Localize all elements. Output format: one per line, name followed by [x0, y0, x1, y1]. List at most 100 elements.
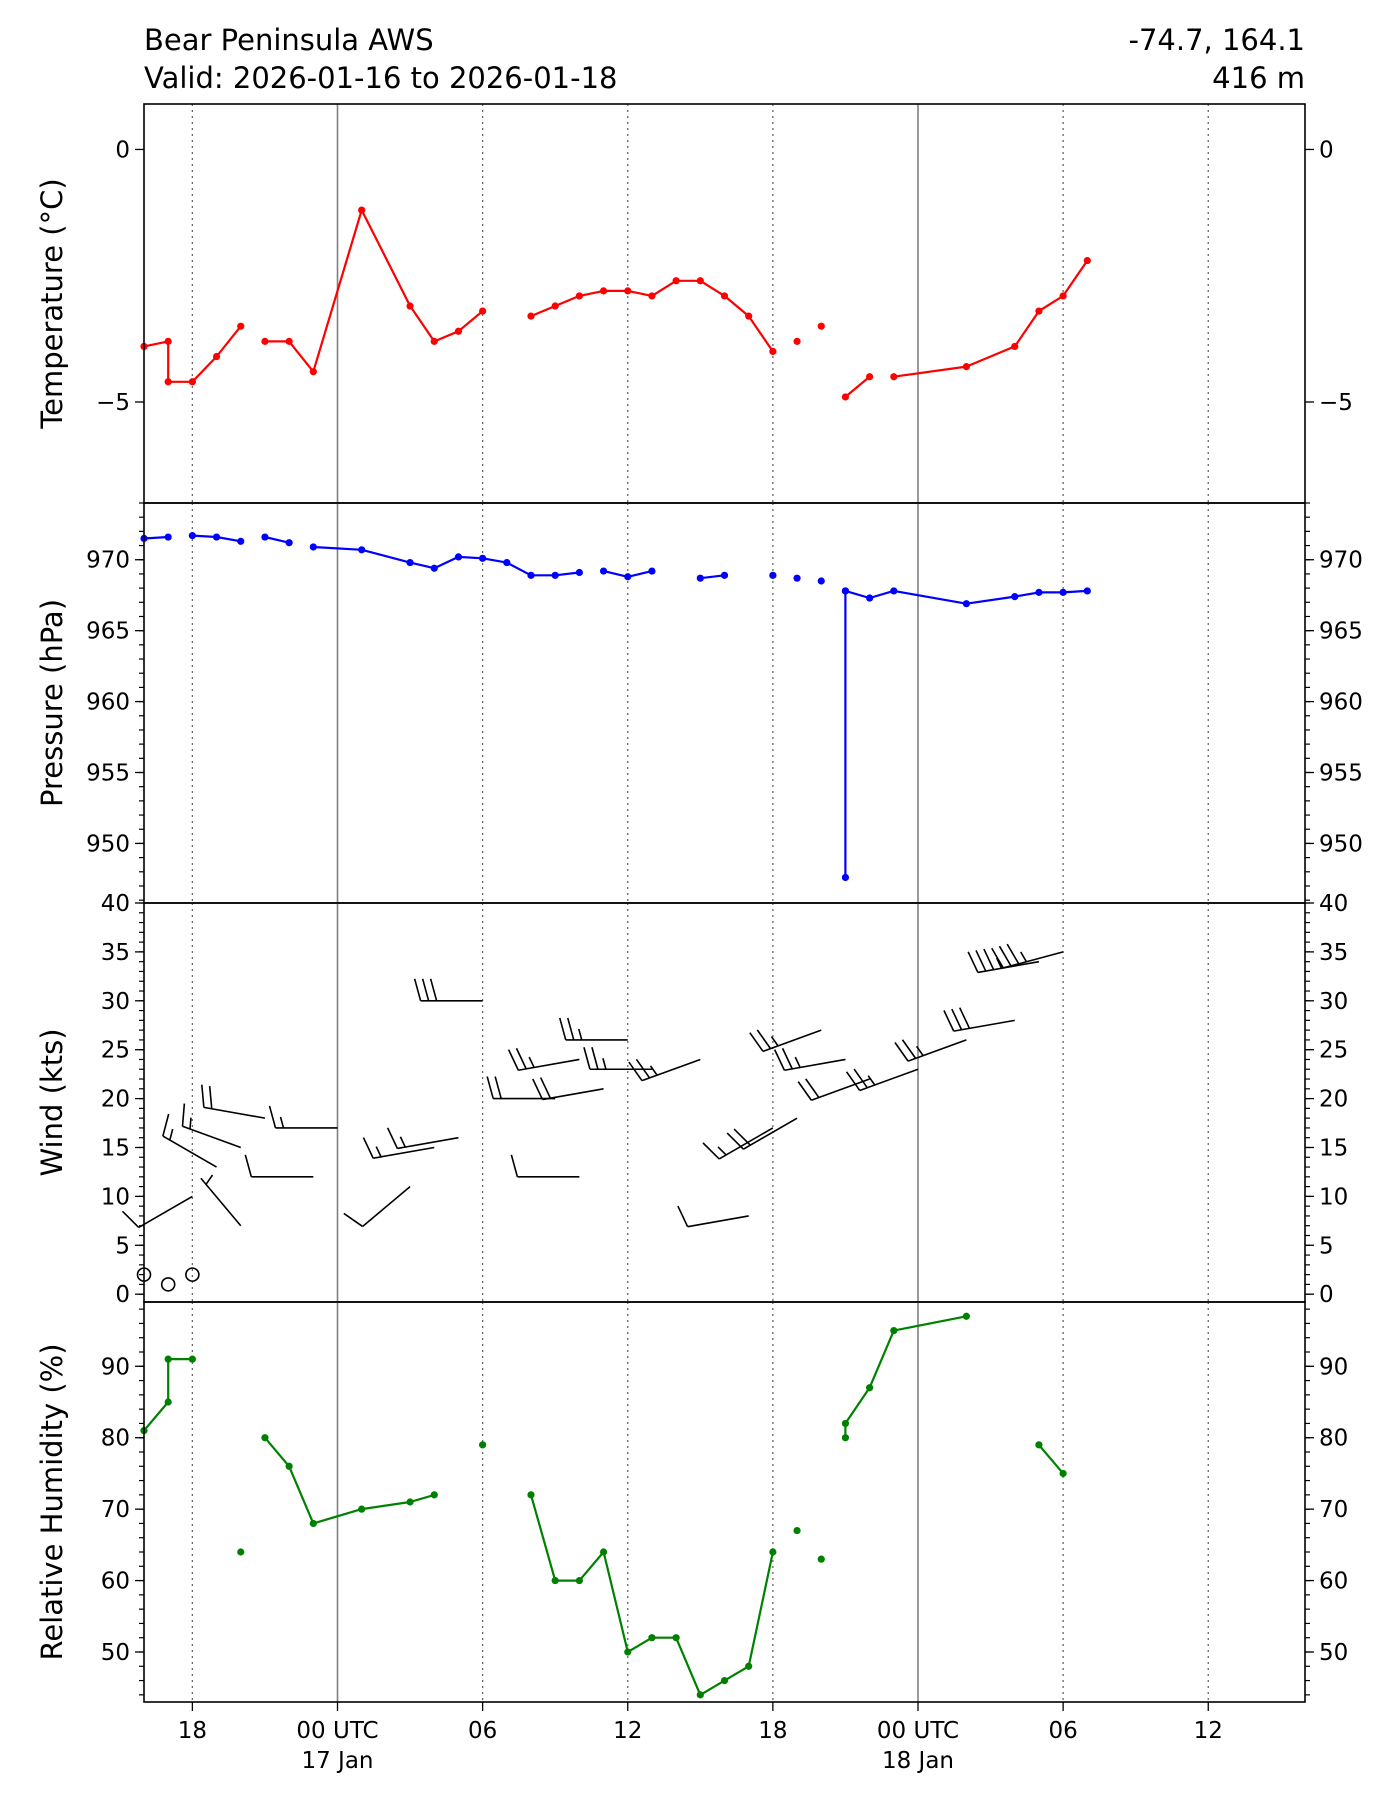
barb-feather — [733, 1128, 751, 1146]
x-tick-label: 00 UTC — [877, 1718, 959, 1744]
y-tick-label-right: 965 — [1319, 619, 1363, 645]
y-tick-label-right: 20 — [1319, 1087, 1348, 1113]
data-point — [1059, 588, 1067, 596]
barb-feather — [181, 1103, 186, 1127]
barb-feather — [983, 948, 995, 971]
data-point — [261, 1434, 269, 1442]
barb-staff — [742, 1117, 798, 1150]
data-point — [1083, 587, 1091, 595]
data-point — [599, 567, 608, 575]
data-point — [769, 571, 777, 579]
data-point — [164, 337, 172, 345]
barb-feather — [1006, 943, 1020, 965]
data-point — [164, 378, 172, 386]
wind-barb — [797, 1078, 870, 1101]
barb-feather — [162, 1113, 170, 1137]
barb-feather — [343, 1212, 364, 1228]
data-point — [890, 587, 898, 595]
data-point — [358, 1505, 366, 1513]
barb-feather — [268, 1105, 277, 1129]
y-tick-label-left: 955 — [86, 761, 130, 787]
barb-half-feather — [577, 1028, 583, 1041]
y-tick-label-left: 950 — [86, 831, 130, 857]
barb-feather — [943, 1010, 955, 1032]
panel-frame — [143, 1301, 1306, 1703]
barb-feather — [510, 1154, 519, 1178]
data-point — [430, 1491, 438, 1499]
barb-feather — [429, 978, 438, 1002]
data-point — [188, 532, 196, 540]
time-axis: 18 00 UTC 17 Jan 06 12 18 00 UTC 18 Jan 06 12 — [178, 1702, 1223, 1774]
barb-staff — [203, 1106, 266, 1119]
wind-calm — [185, 1267, 200, 1282]
data-point — [1035, 588, 1043, 596]
barb-staff — [907, 1039, 967, 1062]
barb-feather — [386, 1127, 399, 1149]
data-point — [962, 1312, 970, 1320]
barb-half-feather — [189, 1117, 192, 1130]
series-line — [143, 325, 242, 383]
barb-half-feather — [995, 957, 1003, 969]
barb-half-feather — [279, 1116, 285, 1129]
data-point — [188, 1355, 196, 1363]
x-tick-label: 00 UTC — [296, 1718, 378, 1744]
barb-staff — [762, 1029, 822, 1053]
wind-barb — [181, 1103, 242, 1149]
wind-barb — [845, 1068, 919, 1092]
x-tick-label: 12 — [1194, 1718, 1223, 1744]
barb-half-feather — [1019, 951, 1028, 963]
data-point — [696, 574, 704, 582]
y-tick-label-right: 15 — [1319, 1135, 1348, 1161]
y-tick-label-left: 80 — [101, 1426, 130, 1452]
data-point — [551, 302, 559, 310]
wind-barb — [343, 1185, 411, 1228]
data-point — [1035, 1441, 1043, 1449]
data-point — [164, 533, 172, 541]
data-point — [672, 1634, 680, 1642]
data-point — [599, 287, 608, 295]
barb-half-feather — [770, 1036, 779, 1047]
y-tick-label-left: 40 — [101, 891, 130, 917]
barb-staff — [138, 1195, 193, 1229]
data-point — [212, 533, 221, 541]
y-tick-label-left: 30 — [101, 989, 130, 1015]
y-tick-label-left: 60 — [101, 1569, 130, 1595]
wind-barb — [558, 1017, 628, 1041]
series-line — [845, 589, 1088, 605]
barb-half-feather — [867, 1075, 876, 1086]
barb-feather — [566, 1017, 575, 1041]
series-line — [844, 375, 871, 398]
series-line — [1038, 1444, 1064, 1475]
barb-feather — [998, 945, 1012, 967]
y-tick-label-left: 970 — [86, 548, 130, 574]
y-tick-label-right: 30 — [1319, 989, 1348, 1015]
data-point — [479, 307, 487, 315]
barb-staff — [362, 1185, 411, 1228]
barb-feather — [901, 1039, 917, 1059]
data-point — [841, 587, 850, 595]
wind-panel: 0 0 5 5 10 10 15 15 20 20 25 25 30 30 35 35 40 40 Wind (kt… — [35, 891, 1348, 1308]
barb-staff — [953, 1019, 1015, 1032]
data-point — [1011, 593, 1019, 601]
wind-barb — [726, 1117, 798, 1150]
barb-staff — [373, 1146, 435, 1160]
wind-barb — [943, 1007, 1015, 1032]
data-point — [309, 368, 317, 376]
data-point — [648, 292, 656, 300]
data-point — [1035, 307, 1043, 315]
y-tick-label-left: 10 — [101, 1184, 130, 1210]
barb-feather — [756, 1029, 772, 1050]
x-tick-label: 06 — [1048, 1718, 1077, 1744]
y-tick-label-left: 0 — [115, 137, 130, 163]
data-point — [406, 558, 414, 567]
y-tick-label-left: 0 — [115, 1282, 130, 1308]
y-tick-label-right: 0 — [1319, 137, 1334, 163]
data-point — [358, 206, 366, 214]
series-line — [313, 545, 580, 577]
barb-feather — [494, 1076, 502, 1099]
barb-half-feather — [399, 1136, 406, 1148]
barb-feather — [991, 947, 1004, 969]
y-tick-label-right: −5 — [1319, 390, 1353, 416]
series-line — [143, 1358, 193, 1432]
barb-staff — [162, 1135, 217, 1168]
